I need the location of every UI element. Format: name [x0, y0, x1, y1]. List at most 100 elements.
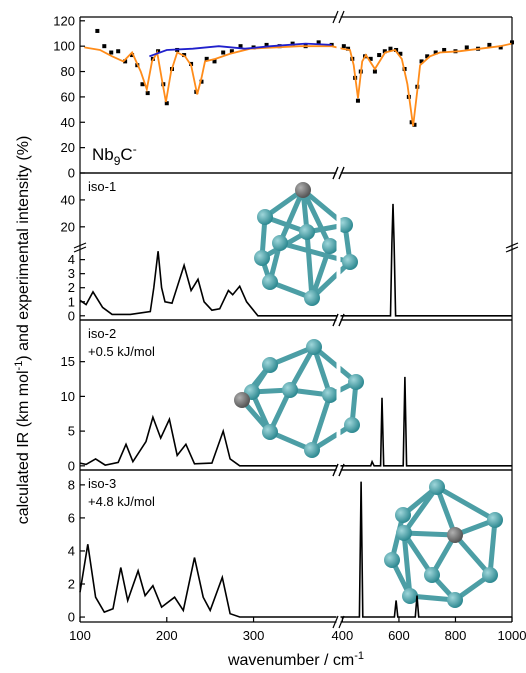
data-point	[102, 44, 107, 49]
panel-title: iso-2	[88, 326, 116, 341]
data-point	[498, 45, 503, 50]
x-break-mark	[338, 166, 345, 180]
data-point	[412, 122, 417, 127]
data-point	[464, 45, 469, 50]
data-point	[229, 49, 234, 54]
y-tick-label: 0	[68, 308, 75, 323]
y-tick-label: 10	[61, 389, 75, 404]
data-point	[377, 53, 382, 58]
spectrum-line	[79, 203, 512, 317]
x-break-mark	[332, 10, 339, 24]
data-point	[264, 42, 269, 47]
data-point	[372, 69, 377, 74]
y-tick-label: 1	[68, 294, 75, 309]
data-point	[290, 41, 295, 46]
cluster-iso-2	[234, 339, 364, 458]
data-point	[199, 79, 204, 84]
cluster-iso-1	[254, 182, 358, 306]
data-point	[123, 59, 128, 64]
y-tick-label: 20	[61, 140, 75, 155]
y-tick-label: 0	[68, 166, 75, 181]
y-axis-title-part: ) and experimental intensity (%)	[15, 136, 32, 361]
data-point	[164, 101, 169, 106]
data-point	[487, 42, 492, 47]
y-tick-label: 5	[68, 424, 75, 439]
data-point	[116, 49, 121, 54]
y-tick-label: 60	[61, 89, 75, 104]
data-point	[204, 56, 209, 61]
data-point	[238, 44, 243, 49]
y-axis-title-part: calculated IR (km mol	[15, 370, 32, 524]
y-break-mark	[73, 246, 87, 253]
x-break-mark	[338, 615, 345, 629]
panel-label-part: 9	[114, 154, 121, 168]
panel-title: iso-3	[88, 476, 116, 491]
data-point	[398, 51, 403, 56]
y-tick-label: 100	[53, 39, 75, 54]
y-tick-label: 40	[61, 115, 75, 130]
data-point	[355, 98, 360, 103]
data-point	[382, 49, 387, 54]
y-tick-label: 0	[68, 610, 75, 625]
x-tick-label: 100	[69, 628, 91, 643]
y-tick-label: 4	[68, 543, 75, 558]
data-point	[388, 46, 393, 51]
data-point	[109, 50, 114, 55]
data-point	[145, 91, 150, 96]
panel-label-part: C	[120, 145, 132, 164]
x-break-mark	[338, 10, 345, 24]
spectrum-line	[149, 42, 332, 58]
data-point	[425, 54, 430, 59]
x-axis-title: wavenumber / cm-1	[227, 650, 364, 669]
x-axis-title-part: wavenumber / cm	[227, 652, 354, 669]
y-tick-label: 2	[68, 577, 75, 592]
x-break-mark	[338, 463, 345, 477]
x-tick-label: 800	[445, 628, 467, 643]
y-break-mark	[505, 242, 519, 249]
spectrum-line	[79, 481, 512, 618]
x-tick-label: 600	[388, 628, 410, 643]
x-axis-title-sup: -1	[354, 650, 364, 662]
y-tick-label: 3	[68, 266, 75, 281]
y-tick-label: 6	[68, 510, 75, 525]
data-point	[409, 120, 414, 125]
data-point	[442, 47, 447, 52]
y-break-mark	[73, 242, 87, 249]
data-point	[221, 50, 226, 55]
y-tick-label: 40	[61, 192, 75, 207]
y-axis-title-sup: -1	[13, 361, 25, 371]
x-tick-label: 1000	[498, 628, 526, 643]
panel-title: iso-1	[88, 179, 116, 194]
y-axis-title: calculated IR (km mol-1) and experimenta…	[13, 136, 32, 525]
y-tick-label: 15	[61, 354, 75, 369]
panel-subtitle: +0.5 kJ/mol	[88, 344, 155, 359]
spectrum-line	[84, 42, 513, 127]
panel-label-part: Nb	[92, 145, 114, 164]
data-point	[341, 44, 346, 49]
x-tick-label: 300	[243, 628, 265, 643]
x-break-mark	[332, 313, 339, 327]
cluster-iso-3	[384, 479, 503, 608]
x-break-mark	[332, 166, 339, 180]
x-break-mark	[332, 463, 339, 477]
y-break-mark	[505, 246, 519, 253]
panel-label: Nb9C-	[92, 142, 137, 168]
data-point	[394, 47, 399, 52]
x-break-mark	[332, 615, 339, 629]
x-tick-label: 400	[332, 628, 354, 643]
data-point	[419, 59, 424, 64]
y-tick-label: 120	[53, 13, 75, 28]
cluster-images	[234, 182, 503, 608]
data-point	[156, 49, 161, 54]
x-break-mark	[338, 313, 345, 327]
panel-subtitle: +4.8 kJ/mol	[88, 494, 155, 509]
data-point	[130, 53, 135, 58]
y-tick-label: 4	[68, 252, 75, 267]
y-tick-label: 2	[68, 280, 75, 295]
x-break-gap	[336, 10, 341, 626]
data-point	[433, 50, 438, 55]
y-tick-label: 80	[61, 64, 75, 79]
data-point	[212, 59, 217, 64]
panel-label-part: -	[133, 142, 137, 156]
